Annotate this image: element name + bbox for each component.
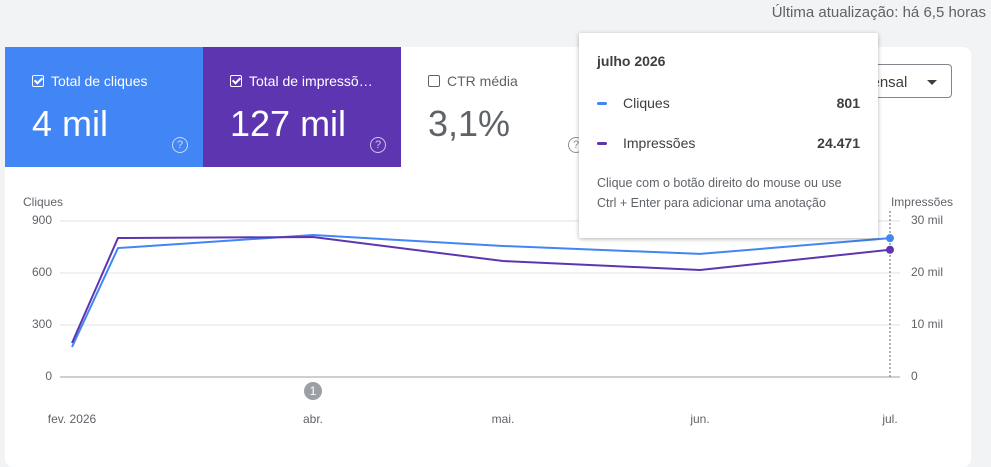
card-value: 3,1% (428, 103, 511, 144)
tooltip: julho 2026 Cliques 801 Impressões 24.471 Cl… (579, 33, 878, 238)
y-axis-title: Cliques (23, 195, 63, 209)
annotation-label: 1 (310, 384, 317, 398)
card-label-row: Total de cliques (32, 73, 203, 89)
y-tick-label: 0 (45, 369, 52, 383)
y2-tick-label: 30 mil (911, 213, 943, 227)
series-line (71, 236, 891, 344)
x-tick-label: abr. (303, 412, 323, 426)
card-label: CTR média (447, 73, 518, 89)
tooltip-note: Clique com o botão direito do mouse ou u… (597, 176, 842, 210)
x-tick-label: jun. (689, 412, 709, 426)
card-label-row: Total de impressõ… (230, 73, 401, 89)
chart: Cliques Impressões 0 300 600 900 0 10 mil 20 mil… (23, 195, 953, 426)
tooltip-value: 24.471 (817, 135, 860, 151)
metric-card[interactable]: CTR média 3,1%? (401, 47, 599, 167)
tooltip-row: Impressões 24.471 (597, 123, 860, 163)
hover-point (886, 234, 894, 243)
y2-tick-label: 20 mil (911, 265, 943, 279)
legend-swatch (597, 101, 607, 105)
card-label: Total de cliques (51, 73, 148, 89)
tooltip-value: 801 (836, 95, 860, 111)
page: Última atualização: há 6,5 horas Total d… (0, 0, 991, 444)
checkbox[interactable] (230, 75, 242, 87)
legend-swatch (597, 141, 607, 145)
card-value: 4 mil (32, 103, 109, 144)
tooltip-row: Cliques 801 (597, 83, 860, 123)
metric-card[interactable]: Total de impressõ… 127 mil? (203, 47, 401, 167)
help-icon[interactable]: ? (172, 137, 188, 153)
y-tick-label: 300 (32, 317, 52, 331)
tooltip-title: julho 2026 (597, 53, 666, 69)
tooltip-series: Impressões (623, 135, 696, 151)
series-line (71, 234, 891, 348)
y2-tick-label: 0 (911, 369, 918, 383)
x-tick-label: mai. (492, 412, 515, 426)
checkbox[interactable] (32, 75, 44, 87)
card-value: 127 mil (230, 103, 347, 144)
card-label-row: CTR média (428, 73, 599, 89)
last-update: Última atualização: há 6,5 horas (771, 4, 986, 21)
card-label: Total de impressõ… (249, 73, 373, 89)
help-icon[interactable]: ? (370, 137, 386, 153)
checkbox[interactable] (428, 75, 440, 87)
tooltip-series: Cliques (623, 95, 670, 111)
metric-card[interactable]: Total de cliques 4 mil? (5, 47, 203, 167)
tooltip-rows: Cliques 801 Impressões 24.471 (597, 83, 860, 163)
x-tick-label: fev. 2026 (48, 412, 97, 426)
y-tick-label: 900 (32, 213, 52, 227)
y2-tick-label: 10 mil (911, 317, 943, 331)
y2-axis-title: Impressões (891, 195, 953, 209)
annotation-marker (304, 382, 322, 400)
y-tick-label: 600 (32, 265, 52, 279)
x-tick-label: jul. (881, 412, 897, 426)
hover-point (886, 245, 894, 254)
